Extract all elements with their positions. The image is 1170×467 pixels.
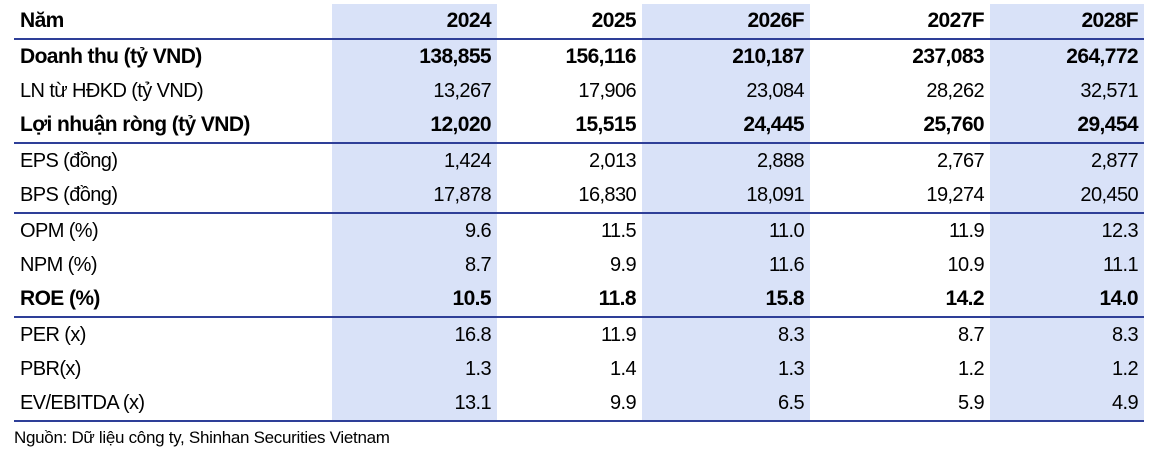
cell: 10.5 <box>332 282 497 318</box>
cell: 8.3 <box>990 317 1144 352</box>
cell: 1.2 <box>990 352 1144 386</box>
table-row: PBR(x) 1.3 1.4 1.3 1.2 1.2 <box>14 352 1144 386</box>
cell: 13.1 <box>332 386 497 422</box>
row-label: Doanh thu (tỷ VND) <box>20 45 202 68</box>
cell: 14.0 <box>990 282 1144 318</box>
row-label: PBR(x) <box>20 357 81 380</box>
cell: 11.9 <box>600 323 637 346</box>
table-row: Doanh thu (tỷ VND) 138,855 156,116 210,187 2… <box>14 39 1144 74</box>
cell: 2025 <box>497 4 642 40</box>
row-label: PER (x) <box>20 323 86 346</box>
cell: 18,091 <box>642 178 810 214</box>
cell: 11.9 <box>948 219 985 242</box>
row-label: Lợi nhuận ròng (tỷ VND) <box>14 108 332 144</box>
cell: 15,515 <box>497 108 642 144</box>
cell: 25,760 <box>810 108 990 144</box>
table-row: OPM (%) 9.6 11.5 11.0 11.9 12.3 <box>14 213 1144 248</box>
row-label: EV/EBITDA (x) <box>14 386 332 422</box>
cell: 13,267 <box>332 74 497 108</box>
cell: 2,767 <box>936 149 985 172</box>
cell: 19,274 <box>810 178 990 214</box>
cell: 2027F <box>810 4 990 40</box>
table-row: LN từ HĐKD (tỷ VND) 13,267 17,906 23,084 28,… <box>14 74 1144 108</box>
financial-table: Năm 2024 2025 2026F 2027F 2028F Doanh thu (tỷ … <box>14 4 1144 422</box>
cell: 12,020 <box>332 108 497 144</box>
cell: 24,445 <box>642 108 810 144</box>
cell: 12.3 <box>990 213 1144 248</box>
cell: 1.2 <box>957 357 985 380</box>
cell: 2026F <box>642 4 810 40</box>
table-row: EV/EBITDA (x) 13.1 9.9 6.5 5.9 4.9 <box>14 386 1144 422</box>
row-label: BPS (đồng) <box>14 178 332 214</box>
cell: 8.3 <box>642 317 810 352</box>
table-row: BPS (đồng) 17,878 16,830 18,091 19,274 20,450 <box>14 178 1144 214</box>
cell: 210,187 <box>642 39 810 74</box>
cell: 1,424 <box>332 143 497 178</box>
row-label: OPM (%) <box>20 219 99 242</box>
header-row: Năm 2024 2025 2026F 2027F 2028F <box>14 4 1144 40</box>
cell: 16,830 <box>497 178 642 214</box>
cell: 20,450 <box>990 178 1144 214</box>
cell: 17,906 <box>578 79 636 102</box>
cell: 6.5 <box>642 386 810 422</box>
cell: 237,083 <box>912 45 984 68</box>
table-row: PER (x) 16.8 11.9 8.3 8.7 8.3 <box>14 317 1144 352</box>
table-row: NPM (%) 8.7 9.9 11.6 10.9 11.1 <box>14 248 1144 282</box>
cell: 10.9 <box>947 253 984 276</box>
cell: 11.0 <box>642 213 810 248</box>
cell: 1.4 <box>609 357 637 380</box>
cell: 2,888 <box>642 143 810 178</box>
cell: 264,772 <box>990 39 1144 74</box>
row-label: NPM (%) <box>20 253 98 276</box>
source-note: Nguồn: Dữ liệu công ty, Shinhan Securiti… <box>14 428 390 447</box>
cell: 8.7 <box>332 248 497 282</box>
cell: 11.1 <box>990 248 1144 282</box>
cell: 2024 <box>332 4 497 40</box>
cell: 11.6 <box>642 248 810 282</box>
row-label: Năm <box>14 4 332 40</box>
cell: 14.2 <box>810 282 990 318</box>
cell: 11.5 <box>600 219 637 242</box>
cell: 5.9 <box>810 386 990 422</box>
cell: 32,571 <box>990 74 1144 108</box>
row-label: ROE (%) <box>14 282 332 318</box>
cell: 17,878 <box>332 178 497 214</box>
cell: 2,877 <box>990 143 1144 178</box>
cell: 2,013 <box>588 149 637 172</box>
cell: 138,855 <box>332 39 497 74</box>
cell: 28,262 <box>926 79 984 102</box>
cell: 16.8 <box>332 317 497 352</box>
cell: 9.6 <box>332 213 497 248</box>
cell: 1.3 <box>642 352 810 386</box>
table-row: Lợi nhuận ròng (tỷ VND) 12,020 15,515 24,44… <box>14 108 1144 144</box>
row-label: LN từ HĐKD (tỷ VND) <box>20 79 204 102</box>
cell: 9.9 <box>497 386 642 422</box>
cell: 2028F <box>990 4 1144 40</box>
cell: 11.8 <box>497 282 642 318</box>
table-row: ROE (%) 10.5 11.8 15.8 14.2 14.0 <box>14 282 1144 318</box>
cell: 15.8 <box>642 282 810 318</box>
cell: 4.9 <box>990 386 1144 422</box>
cell: 23,084 <box>642 74 810 108</box>
table-row: EPS (đồng) 1,424 2,013 2,888 2,767 2,877 <box>14 143 1144 178</box>
cell: 29,454 <box>990 108 1144 144</box>
cell: 156,116 <box>565 45 636 68</box>
cell: 9.9 <box>609 253 637 276</box>
cell: 1.3 <box>332 352 497 386</box>
row-label: EPS (đồng) <box>20 149 118 172</box>
cell: 8.7 <box>957 323 985 346</box>
